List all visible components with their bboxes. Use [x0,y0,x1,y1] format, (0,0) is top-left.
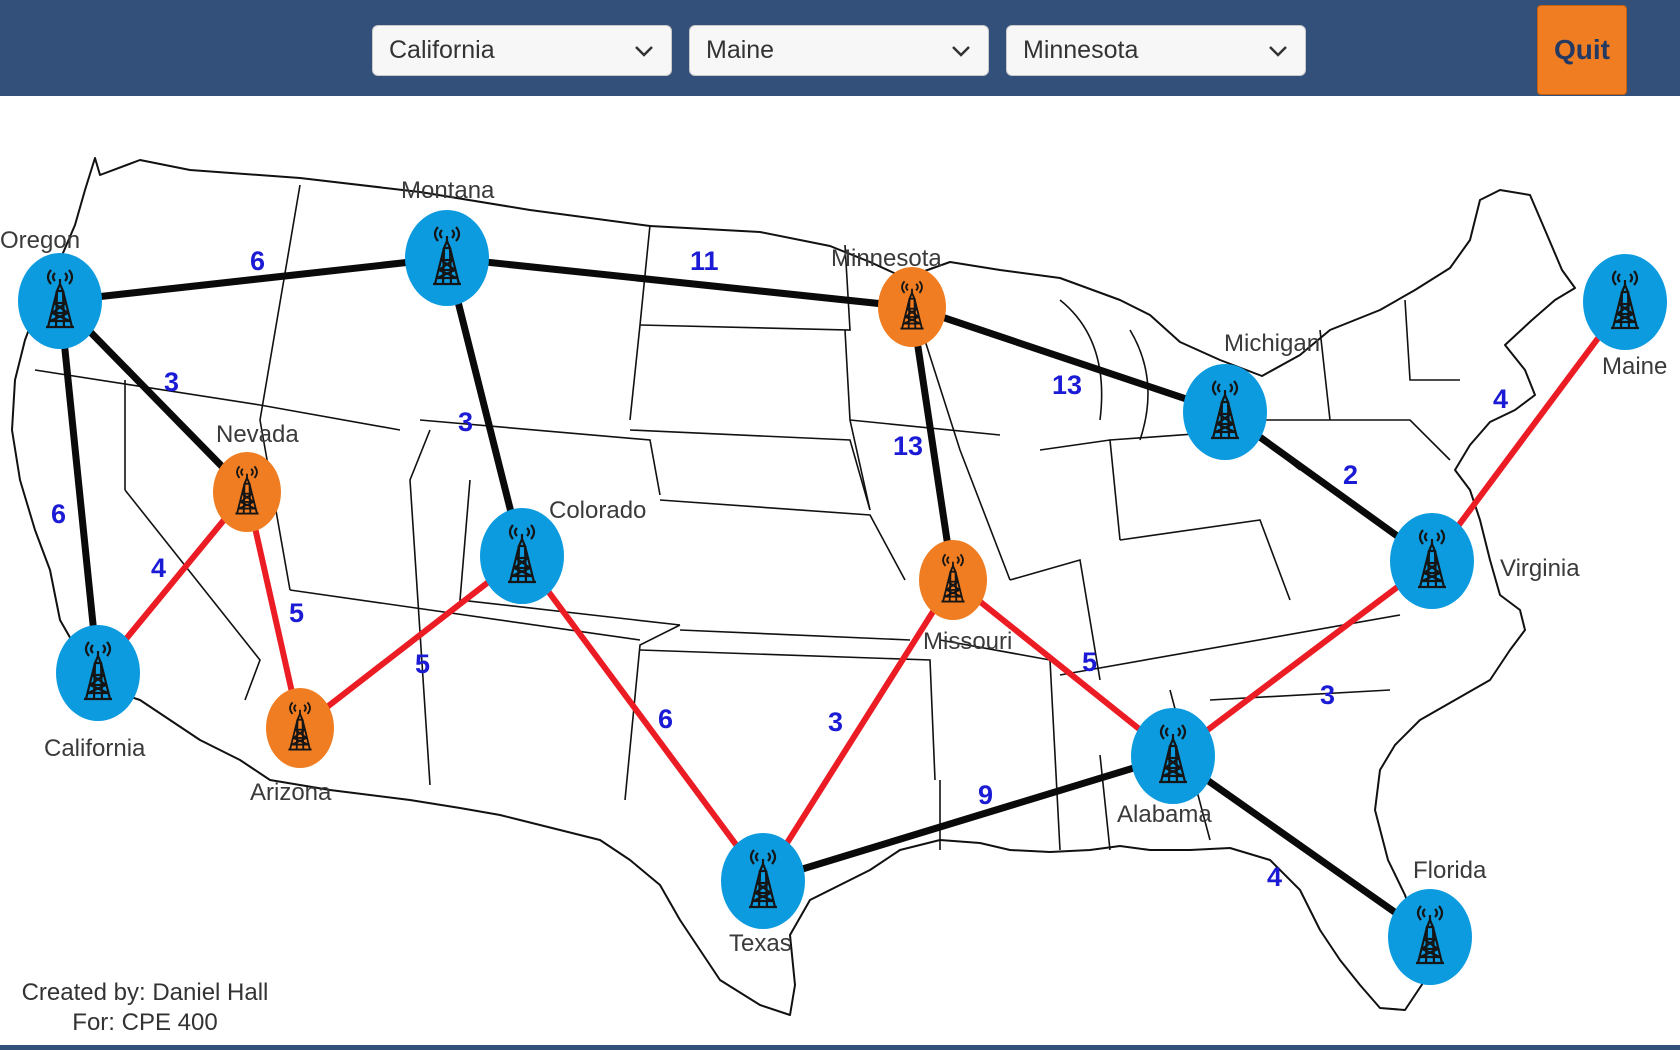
edge-missouri-alabama [950,577,1176,759]
tower-virginia [1390,513,1474,609]
end-state-select[interactable]: Maine [689,25,989,76]
weight-colorado-texas: 6 [658,704,673,734]
weight-california-nevada: 4 [151,553,166,583]
label-texas: Texas [729,930,792,957]
weight-oregon-nevada: 3 [164,367,179,397]
tower-oregon [18,253,102,349]
tower-texas [721,833,805,929]
edge-minnesota-michigan [908,303,1229,416]
label-virginia: Virginia [1500,555,1580,582]
label-florida: Florida [1413,857,1487,884]
node-colorado[interactable]: Colorado [480,497,646,604]
node-florida[interactable]: Florida [1388,857,1487,985]
weight-nevada-arizona: 5 [289,598,304,628]
label-colorado: Colorado [549,497,646,524]
node-california[interactable]: California [44,625,146,762]
weight-arizona-colorado: 5 [415,649,430,679]
node-virginia[interactable]: Virginia [1390,513,1580,609]
end-state-value: Maine [706,36,775,64]
bottom-border [0,1045,1680,1050]
top-toolbar: California Maine Minnesota Quit [0,0,1680,96]
weight-michigan-virginia: 2 [1343,460,1358,490]
label-alabama: Alabama [1117,801,1212,828]
weight-alabama-florida: 4 [1267,862,1282,892]
start-state-value: California [389,36,495,64]
via-state-value: Minnesota [1023,36,1139,64]
label-missouri: Missouri [923,628,1012,655]
weight-oregon-california: 6 [51,499,66,529]
chevron-down-icon [635,45,653,57]
node-michigan[interactable]: Michigan [1183,330,1320,460]
quit-button[interactable]: Quit [1537,5,1627,95]
tower-missouri [919,540,987,620]
edge-alabama-florida [1169,752,1434,941]
node-arizona[interactable]: Arizona [250,688,334,806]
label-oregon: Oregon [0,227,80,254]
tower-arizona [266,688,334,768]
label-michigan: Michigan [1224,330,1320,357]
label-arizona: Arizona [250,779,332,806]
edge-texas-missouri [760,577,956,884]
edge-virginia-maine [1429,299,1628,564]
weight-texas-alabama: 9 [978,780,993,810]
weight-alabama-virginia: 3 [1320,680,1335,710]
label-montana: Montana [401,177,495,204]
edge-texas-alabama [759,752,1177,885]
node-texas[interactable]: Texas [721,833,805,957]
start-state-select[interactable]: California [372,25,672,76]
tower-florida [1388,889,1472,985]
node-montana[interactable]: Montana [401,177,495,306]
course-text: For: CPE 400 [72,1009,218,1036]
weight-virginia-maine: 4 [1493,384,1508,414]
tower-nevada [213,452,281,532]
created-by-text: Created by: Daniel Hall [21,979,269,1006]
tower-michigan [1183,364,1267,460]
credits: Created by: Daniel Hall For: CPE 400 [10,978,280,1038]
edge-minnesota-missouri [908,303,957,584]
label-california: California [44,735,146,762]
node-nevada[interactable]: Nevada [213,421,299,532]
edge-arizona-colorado [297,553,525,731]
tower-montana [405,210,489,306]
tower-colorado [480,508,564,604]
weight-oregon-montana: 6 [250,246,265,276]
node-minnesota[interactable]: Minnesota [831,245,946,347]
weight-minnesota-missouri: 13 [893,431,923,461]
chevron-down-icon [1269,45,1287,57]
label-maine: Maine [1602,353,1667,380]
network-nodes: Oregon Montana Minnesota Michigan Maine … [0,177,1667,985]
node-alabama[interactable]: Alabama [1117,708,1215,828]
label-nevada: Nevada [216,421,299,448]
weight-minnesota-michigan: 13 [1052,370,1082,400]
label-minnesota: Minnesota [831,245,942,272]
weight-texas-missouri: 3 [828,707,843,737]
tower-california [56,625,140,721]
tower-alabama [1131,708,1215,804]
network-map: 6 11 3 3 13 2 4 6 13 4 5 5 6 3 5 3 9 4 O… [0,157,1667,1016]
edge-weights: 6 11 3 3 13 2 4 6 13 4 5 5 6 3 5 3 9 4 [51,246,1508,892]
node-maine[interactable]: Maine [1583,254,1667,380]
edge-alabama-virginia [1170,558,1435,759]
tower-maine [1583,254,1667,350]
edge-colorado-texas [519,553,766,884]
weight-missouri-alabama: 5 [1082,647,1097,677]
node-oregon[interactable]: Oregon [0,227,102,349]
edge-oregon-california [56,297,102,677]
weight-montana-colorado: 3 [458,407,473,437]
chevron-down-icon [952,45,970,57]
edge-nevada-arizona [244,489,303,731]
via-state-select[interactable]: Minnesota [1006,25,1306,76]
node-missouri[interactable]: Missouri [919,540,1012,655]
tower-minnesota [878,267,946,347]
edge-montana-colorado [443,254,526,560]
edge-oregon-montana [56,254,451,305]
edge-montana-minnesota [443,254,916,311]
weight-montana-minnesota: 11 [690,246,719,276]
